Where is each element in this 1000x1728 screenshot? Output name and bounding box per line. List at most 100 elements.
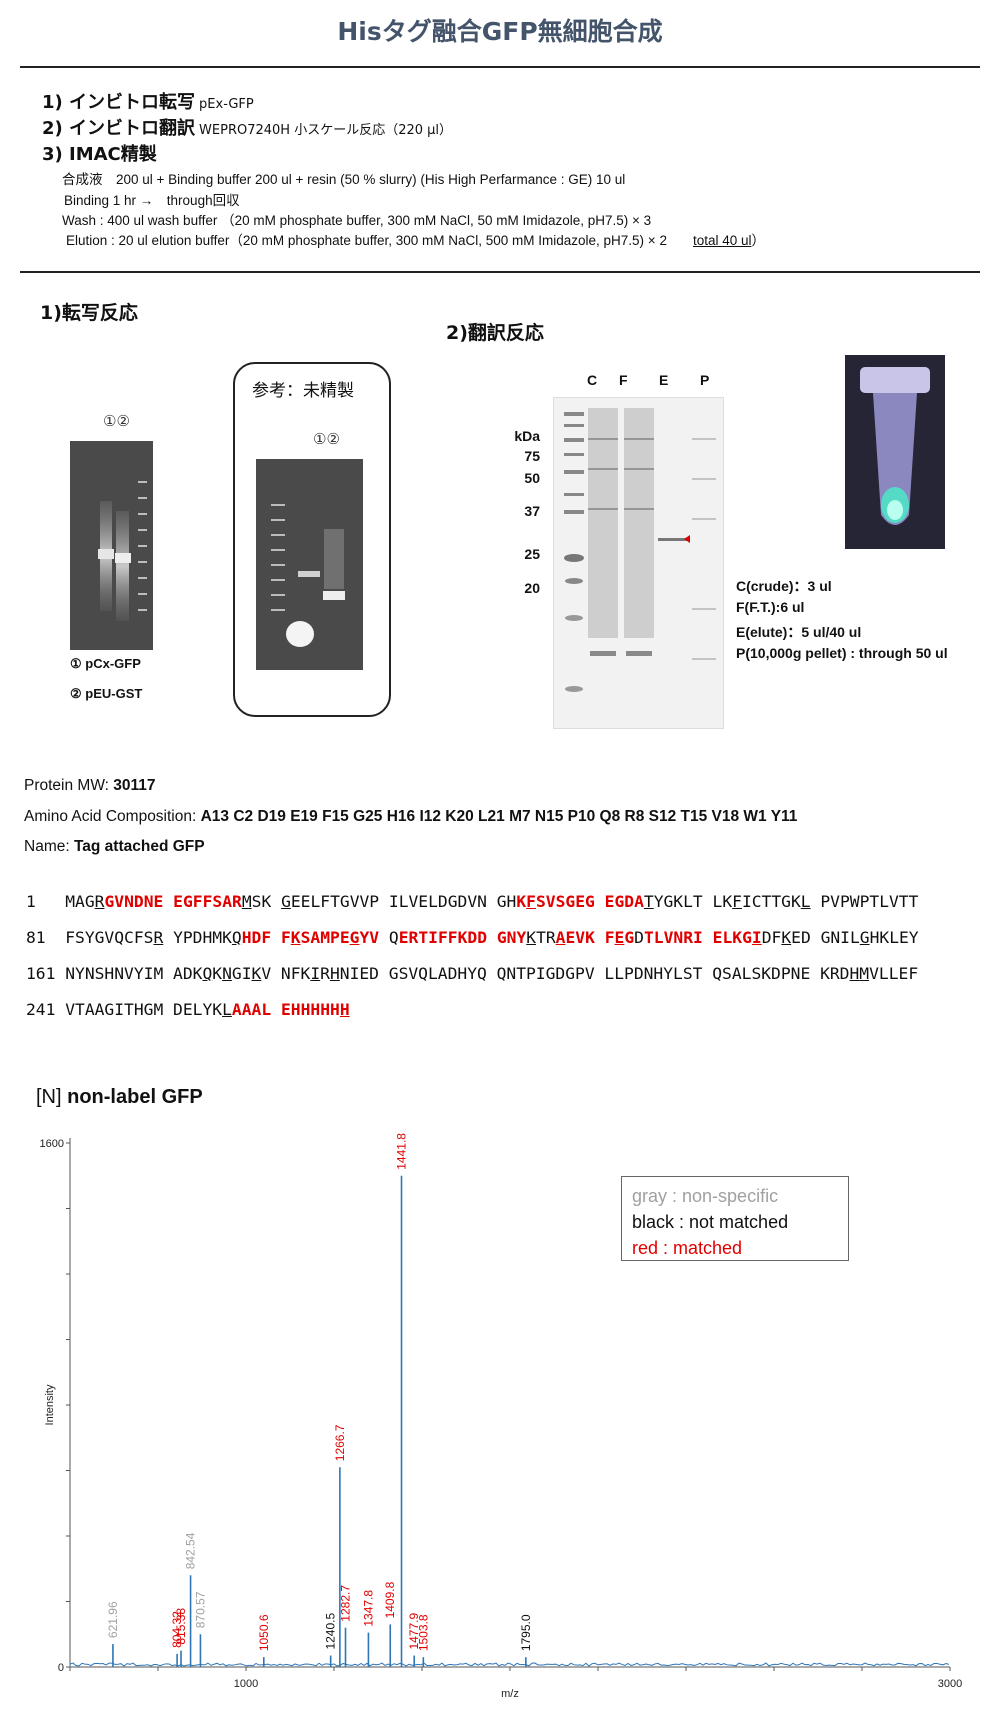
sample-f: F(F.T.):6 ul [736,599,805,615]
transcription-gel-bands [98,481,147,621]
mid-divider [20,271,980,273]
transcription-gel-image [70,441,153,650]
x-axis-label: m/z [501,1688,519,1700]
imac-total: total 40 ul [692,233,752,248]
top-divider [20,66,980,68]
sequence-row: 161 NYNSHNVYIM ADKQKNGIKV NFKIRHNIED GSV… [26,964,918,983]
baseline-noise [69,1662,950,1667]
peak-label: 842.54 [184,1532,198,1569]
protein-aa-value: A13 C2 D19 E19 F15 G25 H16 I12 K20 L21 M… [200,808,798,825]
sequence-row: 81 FSYGVQCFSR YPDHMKQHDF FKSAMPEGYV QERT… [26,928,919,947]
marker-50: 50 [524,470,540,486]
protein-aa-label: Amino Acid Composition: [24,808,201,825]
reference-gel-bands [271,504,345,647]
peak-label: 1409.8 [383,1581,397,1618]
protein-mw: Protein MW: 30117 [24,777,156,795]
sequence-text: NYNSHNVYIM ADKQKNGIKV NFKIRHNIED GSVQLAD… [65,964,919,983]
peak-label: 1282.7 [339,1585,353,1622]
sequence-text: VTAAGITHGM DELYKLAAAL EHHHHHH [65,1000,350,1019]
step-1-label: 1) インビトロ転写 [42,92,196,113]
x-tick-label: 3000 [938,1678,962,1690]
imac-detail-2: Binding 1 hr → through回収 [64,193,240,208]
lane-header-p: P [700,372,710,388]
lane-header-f: F [619,372,628,388]
sample-c: C(crude)：3 ul [736,578,832,594]
protein-aa-composition: Amino Acid Composition: A13 C2 D19 E19 F… [24,808,797,826]
marker-75: 75 [524,448,540,464]
sequence-start-number: 241 [26,1000,66,1019]
step-3-label: 3) IMAC精製 [42,144,157,165]
peak-label: 870.57 [193,1591,207,1628]
peak-label: 1795.0 [519,1614,533,1651]
legend-nonspecific: gray : non-specific [632,1186,779,1206]
peak-label: 1266.7 [333,1424,347,1461]
transcription-legend-2: ② pEU-GST [70,686,143,701]
imac-detail-1: 合成液 200 ul + Binding buffer 200 ul + res… [62,172,626,187]
translation-heading: 2)翻訳反応 [446,322,544,344]
transcription-legend-1: ① pCx-GFP [70,656,141,671]
peak-label: 1477.9 [407,1613,421,1650]
step-3: 3) IMAC精製 [42,140,157,166]
peak-label: 1240.5 [324,1613,338,1650]
transcription-heading: 1)転写反応 [40,302,138,324]
gfp-tube-illustration [860,367,930,525]
sequence-start-number: 161 [26,964,66,983]
y-tick-label: 1600 [40,1138,64,1150]
imac-detail-3: Wash : 400 ul wash buffer （20 mM phospha… [62,213,652,228]
legend-matched: red : matched [632,1238,743,1258]
peak-label: 804.32 [170,1611,184,1648]
spectrum-title: [N] non-label GFP [36,1086,203,1109]
reference-lane-numbers: ①② [313,430,340,448]
page-title: Hisタグ融合GFP無細胞合成 [337,17,663,46]
lane-header-c: C [587,372,598,388]
sds-page-bands [564,408,716,692]
spectrum-title-prefix: [N] [36,1086,68,1108]
lane-header-e: E [659,372,669,388]
sequence-start-number: 1 [26,892,66,911]
mass-spectrum-chart: 0 1600 1000 3000 m/z Intensity 621.96 804.3281… [40,1133,963,1700]
spectrum-peaks [69,1175,950,1667]
marker-20: 20 [524,580,540,596]
reference-label: 参考：未精製 [252,381,354,401]
x-tick-label: 1000 [234,1678,258,1690]
peak-label: 1347.8 [361,1590,375,1627]
marker-25: 25 [524,546,540,562]
sample-e: E(elute)：5 ul/40 ul [736,624,862,640]
peak-label: 815.38 [174,1608,188,1645]
sequence-start-number: 81 [26,928,66,947]
step-2-sub: WEPRO7240H 小スケール反応（220 µl） [199,123,453,138]
protein-name: Name: Tag attached GFP [24,838,205,856]
step-1: 1) インビトロ転写 pEx-GFP [42,88,254,114]
protein-mw-value: 30117 [113,777,156,794]
step-2: 2) インビトロ翻訳 WEPRO7240H 小スケール反応（220 µl） [42,114,452,140]
protein-name-value: Tag attached GFP [73,838,205,855]
reference-gel-image [256,459,363,670]
gfp-tube-photo [845,355,945,549]
protein-mw-label: Protein MW: [24,777,114,794]
sds-page-gel-image [553,397,724,729]
peak-label: 1050.6 [257,1614,271,1651]
imac-detail-4: Elution : 20 ul elution buffer（20 mM pho… [66,229,765,249]
y-tick-label: 0 [58,1662,64,1674]
sequence-text: FSYGVQCFSR YPDHMKQHDF FKSAMPEGYV QERTIFF… [65,928,919,947]
imac-detail-4-text: Elution : 20 ul elution buffer（20 mM pho… [66,233,667,248]
peak-label: 1441.8 [395,1133,409,1170]
y-axis-label: Intensity [44,1384,56,1425]
legend-not-matched: black : not matched [632,1212,789,1232]
marker-37: 37 [524,503,540,519]
protein-name-label: Name: [24,838,74,855]
imac-total-close: ） [751,233,766,248]
sequence-row: 241 VTAAGITHGM DELYKLAAAL EHHHHHH [26,1000,350,1019]
spectrum-legend: gray : non-specific black : not matched … [621,1176,849,1261]
peak-label: 1503.8 [416,1614,430,1651]
spectrum-title-bold: non-label GFP [67,1086,203,1108]
transcription-lane-numbers: ①② [103,412,130,430]
sequence-text: MAGRGVNDNE EGFFSARMSK GEELFTGVVP ILVELDG… [65,892,919,911]
peak-label: 621.96 [106,1601,120,1638]
sequence-row: 1 MAGRGVNDNE EGFFSARMSK GEELFTGVVP ILVEL… [26,892,918,911]
step-2-label: 2) インビトロ翻訳 [42,118,196,139]
step-1-sub: pEx-GFP [199,97,254,112]
sample-p: P(10,000g pellet) : through 50 ul [736,645,948,661]
kda-label: kDa [514,428,540,444]
